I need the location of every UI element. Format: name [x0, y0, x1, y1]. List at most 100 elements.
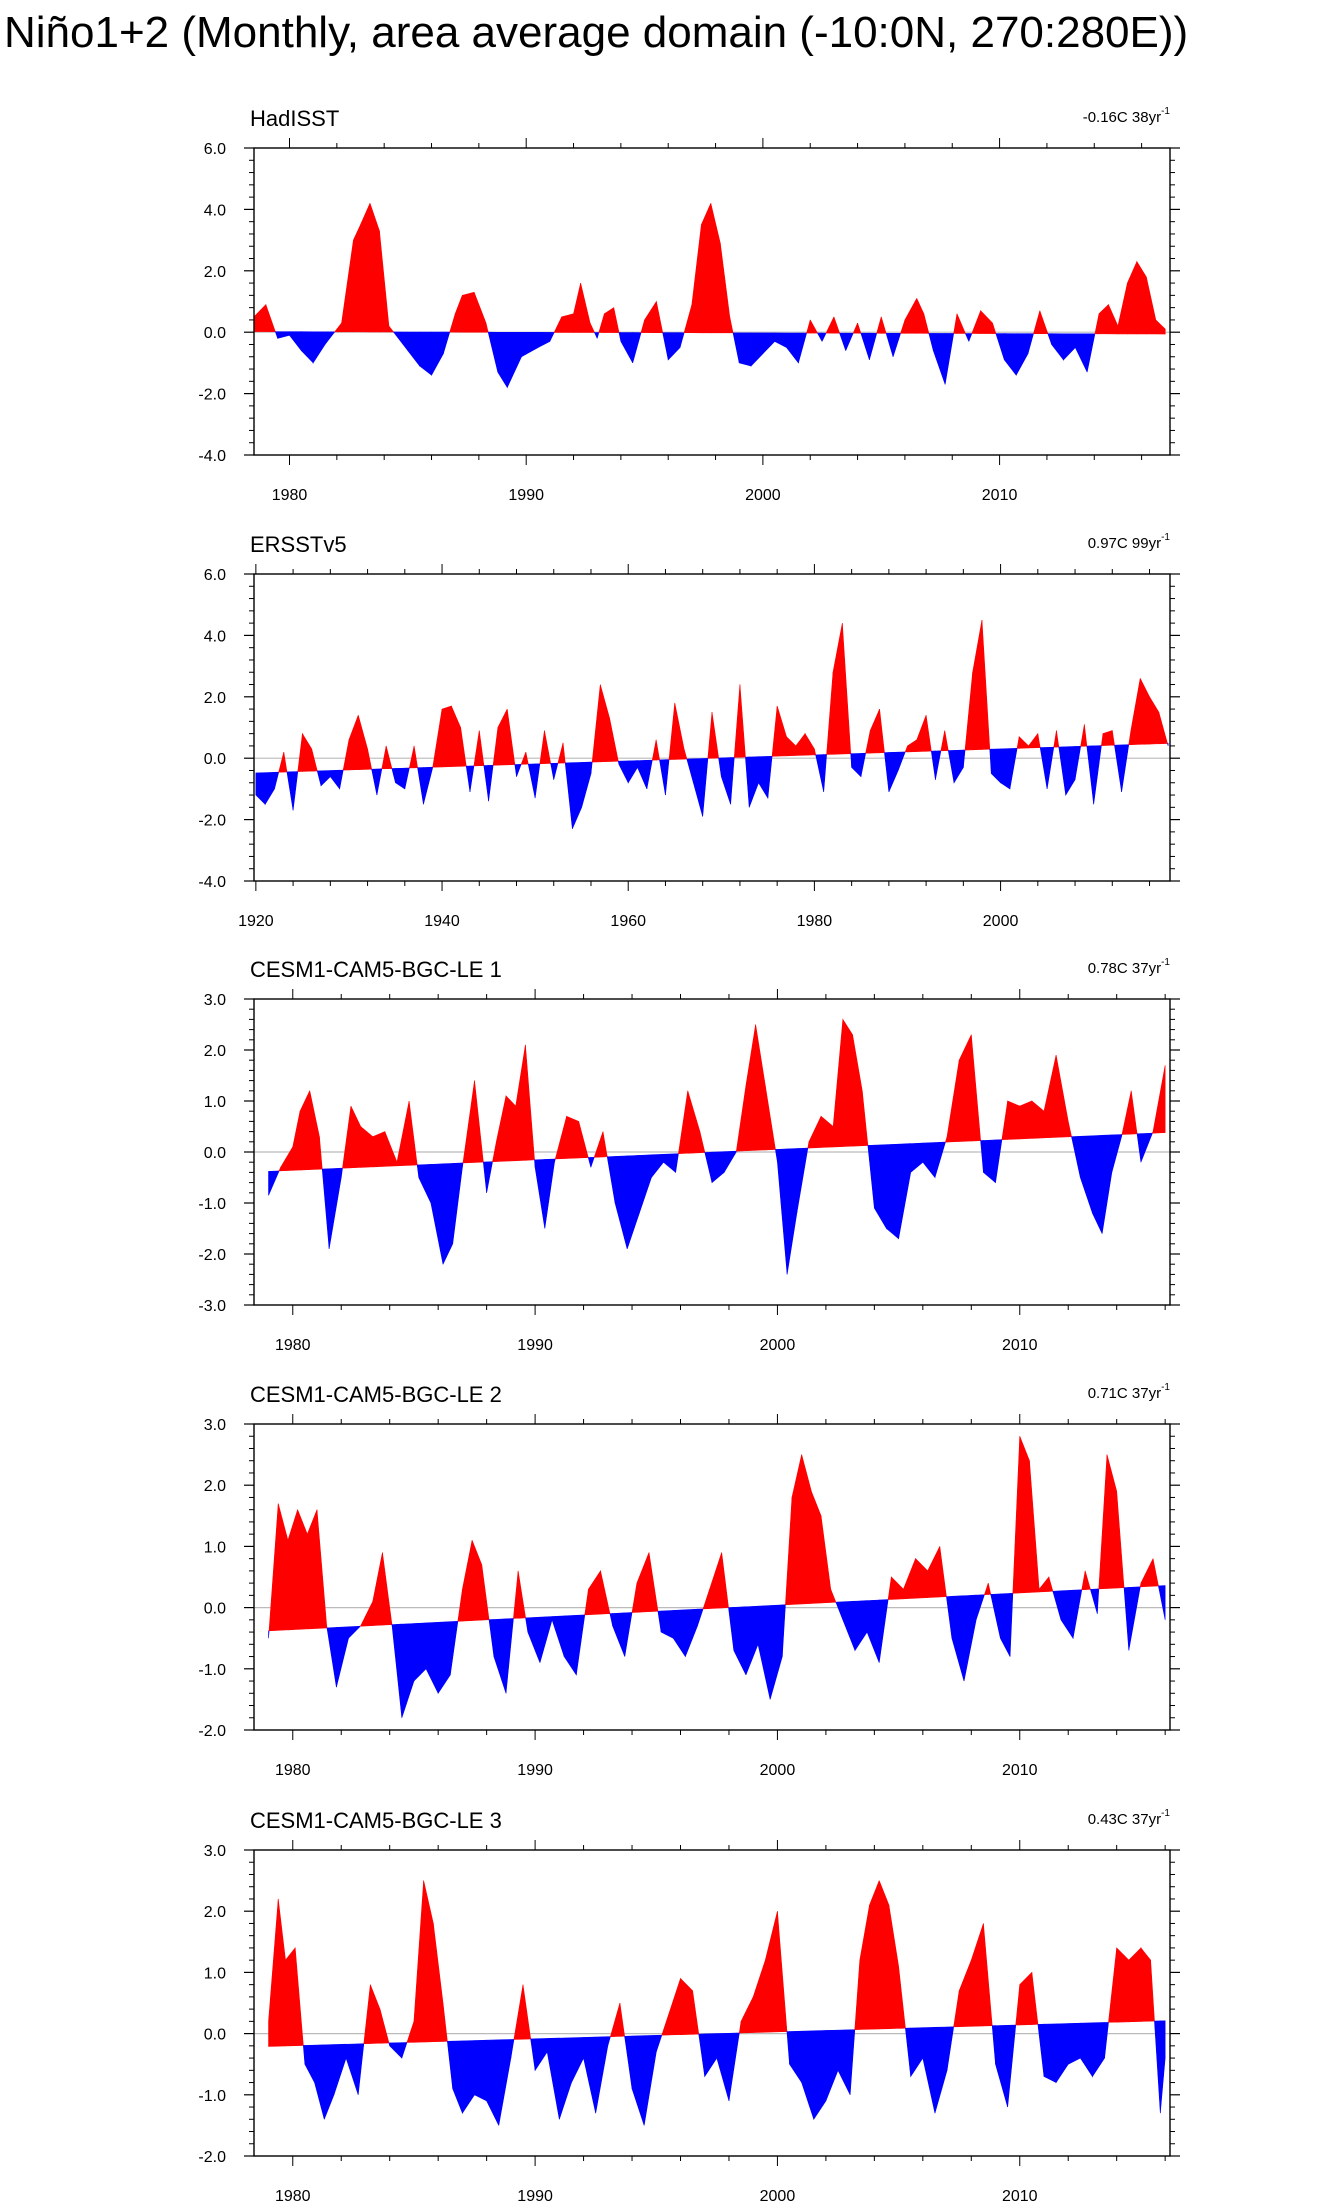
negative-anomaly	[1052, 1590, 1062, 1620]
negative-anomaly	[675, 1153, 679, 1173]
y-tick-label: -1.0	[198, 1196, 226, 1213]
negative-anomaly	[594, 332, 598, 339]
negative-anomaly	[845, 332, 854, 351]
negative-anomaly	[1037, 2023, 1045, 2077]
trend-period: 99yr	[1132, 535, 1161, 552]
positive-anomaly	[513, 1984, 524, 2040]
positive-anomaly	[900, 319, 906, 334]
negative-anomaly	[404, 767, 410, 789]
negative-anomaly	[1039, 747, 1048, 789]
positive-anomaly	[454, 295, 463, 333]
trend-annotation: 0.43C 37yr-1	[1088, 1808, 1171, 1828]
positive-anomaly	[297, 1509, 308, 1630]
positive-anomaly	[865, 730, 871, 754]
positive-anomaly	[939, 1546, 947, 1598]
negative-anomaly	[657, 1610, 662, 1633]
positive-anomaly	[602, 1131, 608, 1158]
negative-anomaly	[631, 2035, 645, 2126]
positive-anomaly	[481, 1564, 490, 1621]
positive-anomaly	[1031, 1100, 1045, 1139]
positive-anomaly	[880, 316, 887, 334]
positive-anomaly	[1136, 260, 1147, 335]
positive-anomaly	[553, 316, 563, 333]
x-tick-label: 1920	[238, 913, 274, 930]
negative-anomaly	[462, 1162, 464, 1168]
negative-anomaly	[312, 331, 326, 364]
negative-anomaly	[1160, 2020, 1166, 2114]
trend-value: 0.78C	[1088, 960, 1132, 977]
positive-anomaly	[1028, 732, 1039, 749]
positive-anomaly	[265, 304, 276, 332]
positive-anomaly	[830, 1589, 837, 1603]
positive-anomaly	[791, 1454, 802, 1605]
negative-anomaly	[1071, 1135, 1081, 1178]
positive-anomaly	[1155, 319, 1166, 335]
negative-anomaly	[614, 1155, 628, 1249]
negative-anomaly	[539, 1616, 553, 1663]
negative-anomaly	[662, 332, 669, 360]
positive-anomaly	[809, 319, 818, 334]
positive-anomaly	[285, 1947, 296, 2047]
positive-anomaly	[353, 224, 361, 333]
positive-anomaly	[1039, 310, 1049, 335]
positive-anomaly	[636, 1552, 650, 1613]
negative-anomaly	[655, 2034, 663, 2053]
positive-anomaly	[316, 1509, 327, 1629]
chart-panel-2: -4.0 -2.0 0.0 2.0 4.0 6.0 1920 1940 1960 1980 2000…	[198, 532, 1180, 930]
negative-anomaly	[348, 1625, 362, 1639]
positive-anomaly	[442, 2002, 448, 2042]
positive-anomaly	[795, 732, 806, 756]
negative-anomaly	[869, 332, 878, 360]
negative-anomaly	[564, 762, 573, 829]
positive-anomaly	[857, 322, 862, 334]
negative-anomaly	[905, 2027, 912, 2077]
negative-anomaly	[849, 2029, 856, 2095]
negative-anomaly	[704, 2033, 718, 2078]
negative-anomaly	[1104, 2022, 1109, 2059]
negative-anomaly	[672, 1609, 686, 1658]
plot-frame	[253, 147, 1171, 456]
positive-anomaly	[1102, 730, 1113, 746]
negative-anomaly	[590, 761, 593, 774]
negative-anomaly	[888, 751, 899, 793]
y-tick-label: -4.0	[198, 874, 226, 891]
positive-anomaly	[562, 742, 566, 764]
positive-anomaly	[876, 316, 882, 334]
positive-anomaly	[1158, 712, 1168, 745]
positive-anomaly	[852, 1034, 863, 1147]
negative-anomaly	[527, 763, 536, 799]
positive-anomaly	[382, 1552, 393, 1626]
positive-anomaly	[1127, 261, 1138, 335]
positive-anomaly	[648, 1552, 659, 1612]
negative-anomaly	[340, 1167, 343, 1178]
positive-anomaly	[984, 1583, 989, 1596]
x-tick-label: 2010	[982, 487, 1018, 504]
positive-anomaly	[832, 1019, 844, 1148]
x-tick-label: 1990	[508, 487, 544, 504]
x-tick-label: 2000	[760, 1337, 796, 1354]
positive-anomaly	[711, 712, 719, 759]
positive-anomaly	[1152, 1065, 1166, 1134]
trend-value: 0.97C	[1088, 535, 1132, 552]
y-tick-label: -2.0	[198, 2149, 226, 2166]
negative-anomaly	[1007, 2024, 1017, 2108]
negative-anomaly	[910, 1142, 924, 1174]
negative-anomaly	[606, 1156, 616, 1204]
positive-anomaly	[1056, 730, 1060, 748]
positive-anomaly	[1108, 304, 1119, 335]
negative-anomaly	[596, 332, 600, 339]
negative-anomaly	[786, 332, 799, 364]
positive-anomaly	[776, 705, 787, 757]
negative-anomaly	[391, 1623, 403, 1718]
negative-anomaly	[483, 765, 489, 802]
trend-period: 38yr	[1132, 109, 1161, 126]
negative-anomaly	[963, 749, 966, 768]
negative-anomaly	[946, 2026, 955, 2071]
positive-anomaly	[719, 243, 731, 334]
positive-anomaly	[360, 1125, 374, 1168]
negative-anomaly	[323, 2044, 335, 2120]
trend-exponent: -1	[1161, 532, 1170, 543]
negative-anomaly	[1027, 333, 1034, 354]
negative-anomaly	[493, 1618, 507, 1694]
positive-anomaly	[983, 1923, 993, 2027]
